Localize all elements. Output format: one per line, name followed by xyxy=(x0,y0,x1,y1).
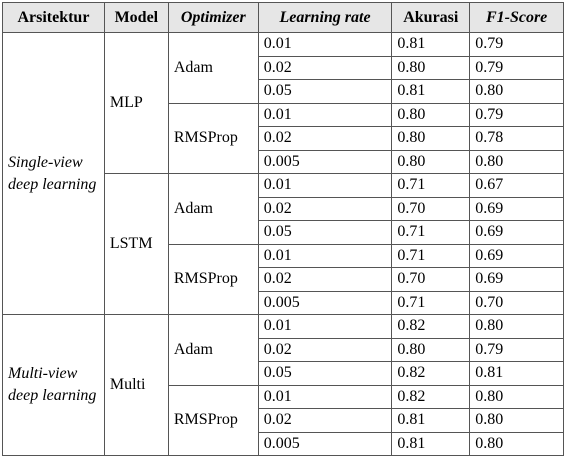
table-row: Single-view deep learning MLP Adam 0.01 0.81… xyxy=(2,32,564,315)
cell-learning-rate: 0.02 xyxy=(257,196,393,221)
cell-f1-score: 0.69 xyxy=(469,243,564,268)
table-row: 0.005 0.71 0.70 xyxy=(3,290,564,315)
cell-akurasi: 0.81 xyxy=(391,32,471,57)
table-row: RMSProp 0.01 0.71 0.69 xyxy=(3,243,564,315)
cell-learning-rate: 0.05 xyxy=(257,361,393,386)
cell-optimizer: Adam xyxy=(167,32,259,104)
cell-f1-score: 0.80 xyxy=(469,384,564,409)
cell-akurasi: 0.71 xyxy=(391,220,471,245)
table-row: 0.02 0.81 0.80 xyxy=(3,408,564,433)
cell-learning-rate: 0.02 xyxy=(257,55,393,80)
cell-akurasi: 0.80 xyxy=(391,126,471,151)
cell-optimizer: RMSProp xyxy=(167,384,259,456)
cell-learning-rate: 0.01 xyxy=(257,243,393,268)
cell-f1-score: 0.79 xyxy=(469,55,564,80)
cell-learning-rate: 0.01 xyxy=(257,102,393,127)
cell-learning-rate: 0.01 xyxy=(257,314,393,339)
table-row: Multi-view deep learning Multi Adam 0.01 0.8… xyxy=(2,314,564,456)
header-optimizer: Optimizer xyxy=(167,2,259,33)
cell-akurasi: 0.80 xyxy=(391,149,471,174)
cell-learning-rate: 0.005 xyxy=(257,431,393,456)
cell-akurasi: 0.81 xyxy=(391,79,471,104)
table-row: 0.02 0.80 0.78 xyxy=(3,126,564,151)
cell-f1-score: 0.69 xyxy=(469,196,564,221)
cell-f1-score: 0.81 xyxy=(469,361,564,386)
cell-learning-rate: 0.01 xyxy=(257,173,393,198)
cell-learning-rate: 0.005 xyxy=(257,290,393,315)
table-row: 0.005 0.80 0.80 xyxy=(3,149,564,174)
cell-f1-score: 0.69 xyxy=(469,220,564,245)
table-row: 0.05 0.71 0.69 xyxy=(3,220,564,245)
cell-f1-score: 0.80 xyxy=(469,408,564,433)
cell-optimizer: RMSProp xyxy=(167,102,259,174)
table-row: 0.05 0.81 0.80 xyxy=(3,79,564,104)
cell-learning-rate: 0.02 xyxy=(257,267,393,292)
cell-f1-score: 0.79 xyxy=(469,102,564,127)
cell-akurasi: 0.71 xyxy=(391,243,471,268)
table-row: 0.02 0.80 0.79 xyxy=(3,337,564,362)
header-learning-rate: Learning rate xyxy=(257,2,393,33)
cell-model: Multi xyxy=(103,314,169,456)
cell-f1-score: 0.70 xyxy=(469,290,564,315)
cell-akurasi: 0.82 xyxy=(391,384,471,409)
header-f1-score: F1-Score xyxy=(469,2,564,33)
cell-learning-rate: 0.02 xyxy=(257,126,393,151)
header-arsitektur: Arsitektur xyxy=(2,2,105,33)
cell-learning-rate: 0.01 xyxy=(257,384,393,409)
cell-f1-score: 0.79 xyxy=(469,337,564,362)
cell-f1-score: 0.69 xyxy=(469,267,564,292)
cell-akurasi: 0.81 xyxy=(391,408,471,433)
table-row: 0.02 0.70 0.69 xyxy=(3,267,564,292)
table-row: RMSProp 0.01 0.82 0.80 xyxy=(3,384,564,456)
table-row: 0.05 0.82 0.81 xyxy=(3,361,564,386)
table-row: LSTM Adam 0.01 0.71 0.67 xyxy=(3,173,564,315)
cell-optimizer: Adam xyxy=(167,314,259,386)
cell-model: LSTM xyxy=(103,173,169,315)
cell-akurasi: 0.80 xyxy=(391,55,471,80)
cell-f1-score: 0.80 xyxy=(469,431,564,456)
cell-learning-rate: 0.05 xyxy=(257,79,393,104)
cell-akurasi: 0.82 xyxy=(391,361,471,386)
header-model: Model xyxy=(103,2,169,33)
cell-f1-score: 0.80 xyxy=(469,79,564,104)
table-row: 0.02 0.70 0.69 xyxy=(3,196,564,221)
cell-f1-score: 0.78 xyxy=(469,126,564,151)
table-row: 0.005 0.81 0.80 xyxy=(3,431,564,456)
table-body: Single-view deep learning MLP Adam 0.01 0.81… xyxy=(2,32,564,456)
cell-akurasi: 0.70 xyxy=(391,267,471,292)
header-row: Arsitektur Model Optimizer Learning rate… xyxy=(2,2,564,33)
cell-akurasi: 0.82 xyxy=(391,314,471,339)
cell-akurasi: 0.80 xyxy=(391,337,471,362)
table-row: RMSProp 0.01 0.80 0.79 xyxy=(3,102,564,174)
cell-learning-rate: 0.02 xyxy=(257,337,393,362)
cell-akurasi: 0.70 xyxy=(391,196,471,221)
cell-f1-score: 0.67 xyxy=(469,173,564,198)
header-akurasi: Akurasi xyxy=(391,2,471,33)
cell-f1-score: 0.79 xyxy=(469,32,564,57)
cell-akurasi: 0.71 xyxy=(391,290,471,315)
cell-akurasi: 0.80 xyxy=(391,102,471,127)
cell-learning-rate: 0.005 xyxy=(257,149,393,174)
cell-learning-rate: 0.02 xyxy=(257,408,393,433)
cell-optimizer: RMSProp xyxy=(167,243,259,315)
cell-model: MLP xyxy=(103,32,169,174)
cell-akurasi: 0.81 xyxy=(391,431,471,456)
cell-optimizer: Adam xyxy=(167,173,259,245)
cell-f1-score: 0.80 xyxy=(469,314,564,339)
cell-akurasi: 0.71 xyxy=(391,173,471,198)
cell-f1-score: 0.80 xyxy=(469,149,564,174)
table-row: 0.02 0.80 0.79 xyxy=(3,55,564,80)
cell-arsitektur: Single-view deep learning xyxy=(2,32,105,315)
cell-learning-rate: 0.01 xyxy=(257,32,393,57)
cell-learning-rate: 0.05 xyxy=(257,220,393,245)
cell-arsitektur: Multi-view deep learning xyxy=(2,314,105,456)
